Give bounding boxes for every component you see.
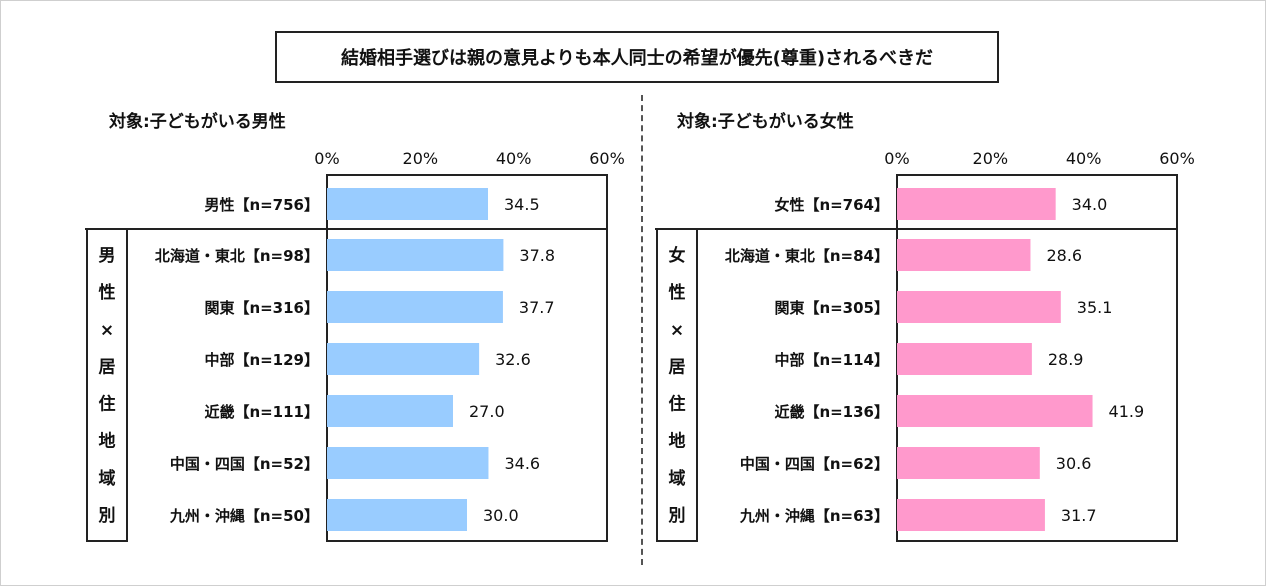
male-region-label: 北海道・東北【n=98】 bbox=[155, 247, 319, 265]
female-region-bar bbox=[897, 499, 1045, 531]
male-group-label-char: 別 bbox=[98, 506, 116, 526]
male-group-label-box bbox=[86, 228, 128, 542]
male-region-bar bbox=[327, 499, 467, 531]
female-group-label-char: × bbox=[670, 320, 684, 340]
female-region-label: 中部【n=114】 bbox=[774, 351, 889, 369]
male-region-bar bbox=[327, 343, 480, 375]
male-value-label: 27.0 bbox=[469, 402, 505, 421]
female-group-label-char: 性 bbox=[669, 282, 686, 303]
male-region-bar bbox=[327, 447, 489, 479]
male-region-bar bbox=[327, 395, 453, 427]
chart-title: 結婚相手選びは親の意見よりも本人同士の希望が優先(尊重)されるべきだ bbox=[275, 31, 999, 83]
male-group-label-char: 居 bbox=[99, 357, 116, 377]
female-value-label: 34.0 bbox=[1072, 195, 1108, 214]
male-region-label: 中国・四国【n=52】 bbox=[170, 455, 319, 473]
female-group-label-char: 住 bbox=[669, 394, 686, 415]
male-axis-tick-label: 40% bbox=[496, 149, 532, 168]
male-region-label: 関東【n=316】 bbox=[204, 299, 319, 317]
male-group-label-char: × bbox=[100, 320, 114, 340]
female-group-label-char: 別 bbox=[668, 506, 686, 526]
male-value-label: 34.5 bbox=[504, 195, 540, 214]
male-value-label: 34.6 bbox=[504, 454, 540, 473]
female-value-label: 28.9 bbox=[1048, 350, 1084, 369]
male-axis-tick-label: 60% bbox=[589, 149, 625, 168]
female-group-label-char: 居 bbox=[669, 357, 686, 377]
male-value-label: 37.8 bbox=[519, 246, 555, 265]
male-region-label: 近畿【n=111】 bbox=[204, 403, 319, 421]
female-total-bar bbox=[897, 188, 1056, 220]
female-value-label: 41.9 bbox=[1109, 402, 1145, 421]
male-group-label-char: 男 bbox=[99, 246, 116, 266]
female-region-bar bbox=[897, 447, 1040, 479]
male-group-label-char: 性 bbox=[99, 282, 116, 303]
female-group-label-char: 域 bbox=[669, 468, 686, 489]
male-group-label-char: 地 bbox=[99, 431, 116, 452]
panel-divider bbox=[641, 95, 643, 565]
female-value-label: 31.7 bbox=[1061, 506, 1097, 525]
male-axis-tick-label: 0% bbox=[314, 149, 339, 168]
male-total-label: 男性【n=756】 bbox=[204, 196, 319, 214]
male-region-label: 九州・沖縄【n=50】 bbox=[169, 507, 319, 525]
female-region-label: 近畿【n=136】 bbox=[774, 403, 889, 421]
female-region-label: 関東【n=305】 bbox=[774, 299, 889, 317]
female-axis-tick-label: 40% bbox=[1066, 149, 1102, 168]
female-region-label: 北海道・東北【n=84】 bbox=[725, 247, 889, 265]
male-value-label: 37.7 bbox=[519, 298, 555, 317]
female-axis-tick-label: 20% bbox=[973, 149, 1009, 168]
female-region-label: 九州・沖縄【n=63】 bbox=[739, 507, 889, 525]
male-value-label: 30.0 bbox=[483, 506, 519, 525]
female-group-label-char: 地 bbox=[669, 431, 686, 452]
male-region-bar bbox=[327, 239, 504, 271]
male-value-label: 32.6 bbox=[495, 350, 531, 369]
male-region-bar bbox=[327, 291, 503, 323]
female-region-label: 中国・四国【n=62】 bbox=[740, 455, 889, 473]
female-value-label: 30.6 bbox=[1056, 454, 1092, 473]
female-group-label-box bbox=[656, 228, 698, 542]
male-total-bar bbox=[327, 188, 488, 220]
female-value-label: 28.6 bbox=[1046, 246, 1082, 265]
female-axis-tick-label: 0% bbox=[884, 149, 909, 168]
female-region-bar bbox=[897, 395, 1093, 427]
male-region-label: 中部【n=129】 bbox=[204, 351, 319, 369]
female-subtitle: 対象:子どもがいる女性 bbox=[677, 112, 854, 132]
male-group-label-char: 域 bbox=[99, 468, 116, 489]
male-group-label-char: 住 bbox=[99, 394, 116, 415]
female-total-label: 女性【n=764】 bbox=[774, 196, 889, 214]
female-region-bar bbox=[897, 343, 1032, 375]
male-axis-tick-label: 20% bbox=[403, 149, 439, 168]
female-region-bar bbox=[897, 291, 1061, 323]
female-group-label-char: 女 bbox=[669, 245, 686, 266]
female-region-bar bbox=[897, 239, 1031, 271]
female-value-label: 35.1 bbox=[1077, 298, 1113, 317]
female-axis-tick-label: 60% bbox=[1159, 149, 1195, 168]
male-subtitle: 対象:子どもがいる男性 bbox=[109, 112, 286, 132]
